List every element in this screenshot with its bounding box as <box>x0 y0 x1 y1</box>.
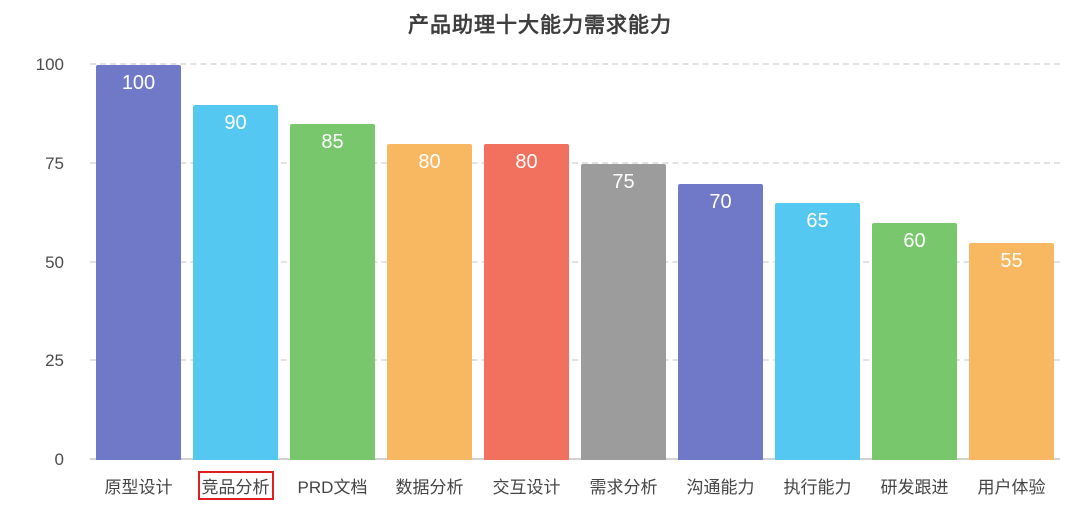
bar-value-label: 80 <box>515 151 538 173</box>
gridlines <box>90 63 1060 460</box>
x-axis-label: 数据分析 <box>395 478 464 497</box>
y-tick-label: 100 <box>35 55 64 74</box>
gridline <box>90 161 1060 164</box>
bar: 70 <box>678 183 763 460</box>
x-axis-label: 用户体验 <box>977 478 1046 497</box>
bar-slot: 100 <box>90 65 187 460</box>
bar: 60 <box>872 223 957 460</box>
bar: 100 <box>96 65 181 460</box>
x-axis-label-slot: 数据分析 <box>381 473 478 498</box>
bar: 55 <box>969 242 1054 460</box>
bar-value-label: 75 <box>612 170 635 193</box>
chart-title: 产品助理十大能力需求能力 <box>408 14 672 37</box>
bar: 65 <box>775 203 860 460</box>
y-tick-label: 50 <box>45 252 64 272</box>
bar-slot: 60 <box>866 65 963 460</box>
gridline <box>90 63 1060 65</box>
x-axis-label-slot: 用户体验 <box>963 473 1060 498</box>
bar-value-label: 70 <box>709 190 732 213</box>
x-axis-label: 执行能力 <box>783 478 852 497</box>
x-axis-label: 原型设计 <box>104 478 173 497</box>
x-axis-label-slot: 研发跟进 <box>866 473 963 498</box>
bar-value-label: 80 <box>418 151 441 173</box>
x-axis-label: 交互设计 <box>492 478 561 497</box>
bar: 80 <box>484 144 569 460</box>
bar: 75 <box>581 163 666 460</box>
gridline <box>90 359 1060 362</box>
x-axis-labels: 原型设计 竞品分析 PRD文档 数据分析 交互设计 需求分析 沟通能力 执行能力 研发跟进 用户体… <box>90 471 1060 500</box>
bar-slot: 85 <box>284 65 381 460</box>
x-axis-line <box>90 458 1060 460</box>
x-axis-label-slot: 沟通能力 <box>672 473 769 498</box>
x-axis-label: 研发跟进 <box>880 478 949 497</box>
x-axis-label-slot: 交互设计 <box>478 473 575 498</box>
bar-slot: 65 <box>769 65 866 460</box>
y-tick-label: 75 <box>45 153 64 173</box>
x-axis-label: 需求分析 <box>589 478 658 497</box>
bar-value-label: 55 <box>1000 249 1023 272</box>
bar-value-label: 100 <box>121 72 156 94</box>
bar: 85 <box>290 124 375 460</box>
bar-slot: 90 <box>187 65 284 460</box>
x-axis-label-highlighted[interactable]: 竞品分析 <box>197 471 274 500</box>
x-axis-label: 沟通能力 <box>686 478 755 497</box>
bar-slot: 80 <box>478 65 575 460</box>
x-axis-label-slot: 原型设计 <box>90 473 187 498</box>
gridline <box>90 260 1060 263</box>
y-tick-label: 25 <box>45 351 64 371</box>
y-axis: 0 25 50 75 100 <box>0 56 78 469</box>
bar-value-label: 65 <box>806 210 829 233</box>
bar: 90 <box>193 104 278 460</box>
bar: 80 <box>387 144 472 460</box>
bar-slot: 70 <box>672 65 769 460</box>
bar-value-label: 90 <box>224 111 247 134</box>
x-axis-label-slot: 执行能力 <box>769 473 866 498</box>
bar-value-label: 85 <box>321 131 344 154</box>
x-axis-label-slot: 需求分析 <box>575 473 672 498</box>
plot-area: 100 90 85 80 80 75 70 65 60 55 <box>90 63 1060 460</box>
x-axis-label-slot: PRD文档 <box>284 473 381 498</box>
y-tick-label: 0 <box>54 450 64 469</box>
bar-slot: 55 <box>963 65 1060 460</box>
bar-value-label: 60 <box>903 230 926 252</box>
x-axis-label-slot: 竞品分析 <box>187 471 284 500</box>
bars-group: 100 90 85 80 80 75 70 65 60 55 <box>90 65 1060 460</box>
bar-slot: 75 <box>575 65 672 460</box>
bar-slot: 80 <box>381 65 478 460</box>
x-axis-label: PRD文档 <box>297 478 368 497</box>
